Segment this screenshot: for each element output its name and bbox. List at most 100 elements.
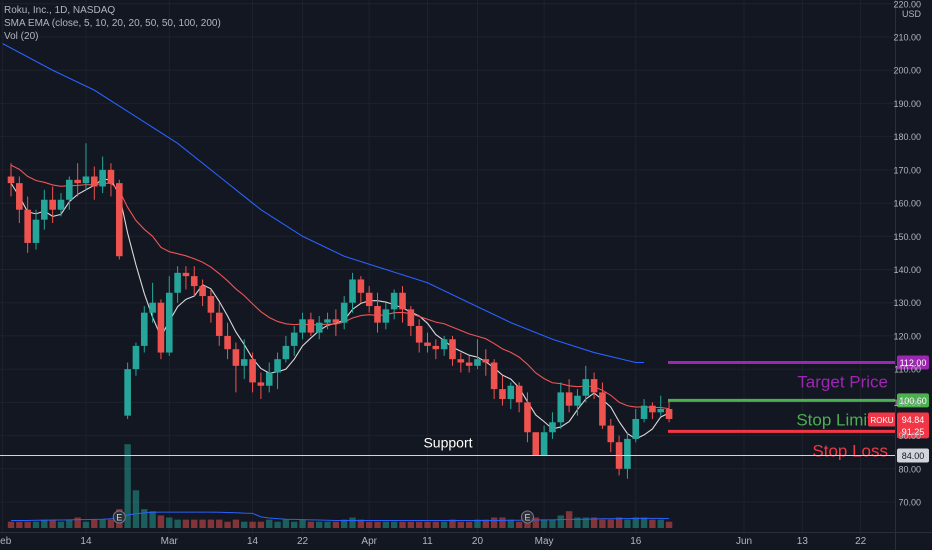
axis-price-tag-label: 112.00: [900, 358, 927, 368]
volume-bar: [191, 519, 198, 528]
volume-bar: [199, 519, 206, 528]
candle: [557, 382, 565, 429]
candle-body: [365, 292, 373, 307]
price-tick-label: 110.00: [894, 365, 921, 375]
price-tick-label: 150.00: [893, 232, 921, 242]
candle-body: [649, 405, 656, 413]
candle-body: [582, 379, 590, 396]
candle-body: [507, 385, 515, 400]
candle-body: [390, 292, 398, 310]
candle: [507, 382, 515, 409]
candle: [440, 335, 448, 356]
volume-bar: [341, 519, 348, 528]
volume-bar: [149, 511, 156, 528]
volume-bar: [449, 519, 456, 528]
candle: [424, 332, 431, 353]
time-tick-label: Mar: [161, 536, 179, 547]
ma-indicator-label: SMA EMA (close, 5, 10, 20, 20, 50, 50, 1…: [4, 18, 221, 29]
candle: [399, 286, 406, 323]
earnings-label: E: [524, 513, 530, 523]
candle: [499, 375, 506, 406]
axis-price-tag: [897, 355, 929, 370]
candle-body: [490, 362, 498, 390]
price-tick-label: 90.00: [898, 431, 921, 441]
candle-body: [66, 179, 73, 200]
candle-body: [41, 199, 48, 220]
time-tick-label: 16: [630, 536, 642, 547]
volume-indicator-label: Vol (20): [4, 31, 39, 42]
volume-bar: [399, 521, 406, 528]
candle-body: [99, 169, 106, 187]
chart-legend: Roku, Inc., 1D, NASDAQ SMA EMA (close, 5…: [4, 4, 221, 43]
candle-body: [32, 219, 40, 243]
price-tick-label: 80.00: [898, 464, 921, 474]
price-tick-label: 170.00: [893, 165, 921, 175]
candle: [640, 399, 648, 423]
volume-bar: [382, 521, 390, 528]
candle-body: [624, 438, 631, 469]
candle-body: [415, 325, 423, 343]
symbol-tag-label: ROKU: [870, 416, 893, 425]
candle-body: [82, 176, 90, 184]
volume-bar: [665, 521, 673, 528]
time-tick-label: 13: [797, 536, 809, 547]
candle-body: [540, 432, 548, 456]
candle: [465, 355, 473, 373]
price-tick-label: 130.00: [893, 298, 921, 308]
candle-body: [524, 402, 531, 433]
candle-body: [257, 382, 265, 386]
candle: [274, 352, 281, 390]
candle-body: [432, 345, 440, 350]
volume-bar: [407, 521, 415, 528]
candle-body: [57, 199, 65, 210]
candle: [207, 289, 215, 323]
time-axis: Feb 14 Mar 14 22 Apr 11 20 May 16 Jun 13 22: [0, 532, 932, 547]
candle: [174, 266, 181, 303]
axis-price-tag: [897, 424, 929, 439]
candle: [41, 189, 48, 230]
support-label: Support: [423, 435, 472, 451]
candle: [315, 316, 323, 340]
volume-bar: [374, 521, 381, 528]
candle: [349, 272, 356, 313]
last-price-tag: ROKU 94.84: [868, 412, 929, 427]
candle: [265, 362, 273, 393]
earnings-marker: E: [520, 510, 534, 524]
candle-body: [107, 169, 115, 184]
volume-bar: [182, 519, 190, 528]
volume-bar: [549, 519, 556, 528]
candle: [149, 282, 156, 323]
last-price-label: 94.84: [902, 415, 925, 425]
candle: [665, 399, 673, 423]
volume-bar: [332, 521, 340, 528]
candle: [257, 372, 265, 400]
candle: [607, 418, 615, 453]
volume-bar: [66, 519, 73, 528]
volume-bars: [7, 444, 673, 528]
price-tick-label: 140.00: [893, 265, 921, 275]
volume-bar: [24, 521, 31, 528]
candle-body: [182, 272, 190, 277]
price-tick-label: 100.00: [893, 398, 921, 408]
candle-body: [315, 322, 323, 333]
candles: [7, 143, 673, 479]
moving-average-line: [10, 164, 670, 410]
volume-bar: [207, 519, 215, 528]
candle: [474, 339, 481, 370]
candle: [32, 209, 40, 250]
candle-body: [132, 345, 140, 370]
candle-body: [224, 335, 231, 350]
candle-body: [499, 389, 506, 400]
candle-body: [74, 179, 81, 184]
candle: [240, 339, 248, 380]
volume-bar: [291, 521, 298, 528]
candle-body: [424, 342, 431, 346]
candle: [182, 266, 190, 290]
candle-body: [274, 359, 281, 373]
candle-body: [340, 302, 348, 323]
candle: [382, 302, 390, 330]
time-tick-label: 20: [472, 536, 484, 547]
candle-body: [324, 319, 331, 323]
candle: [299, 312, 306, 340]
